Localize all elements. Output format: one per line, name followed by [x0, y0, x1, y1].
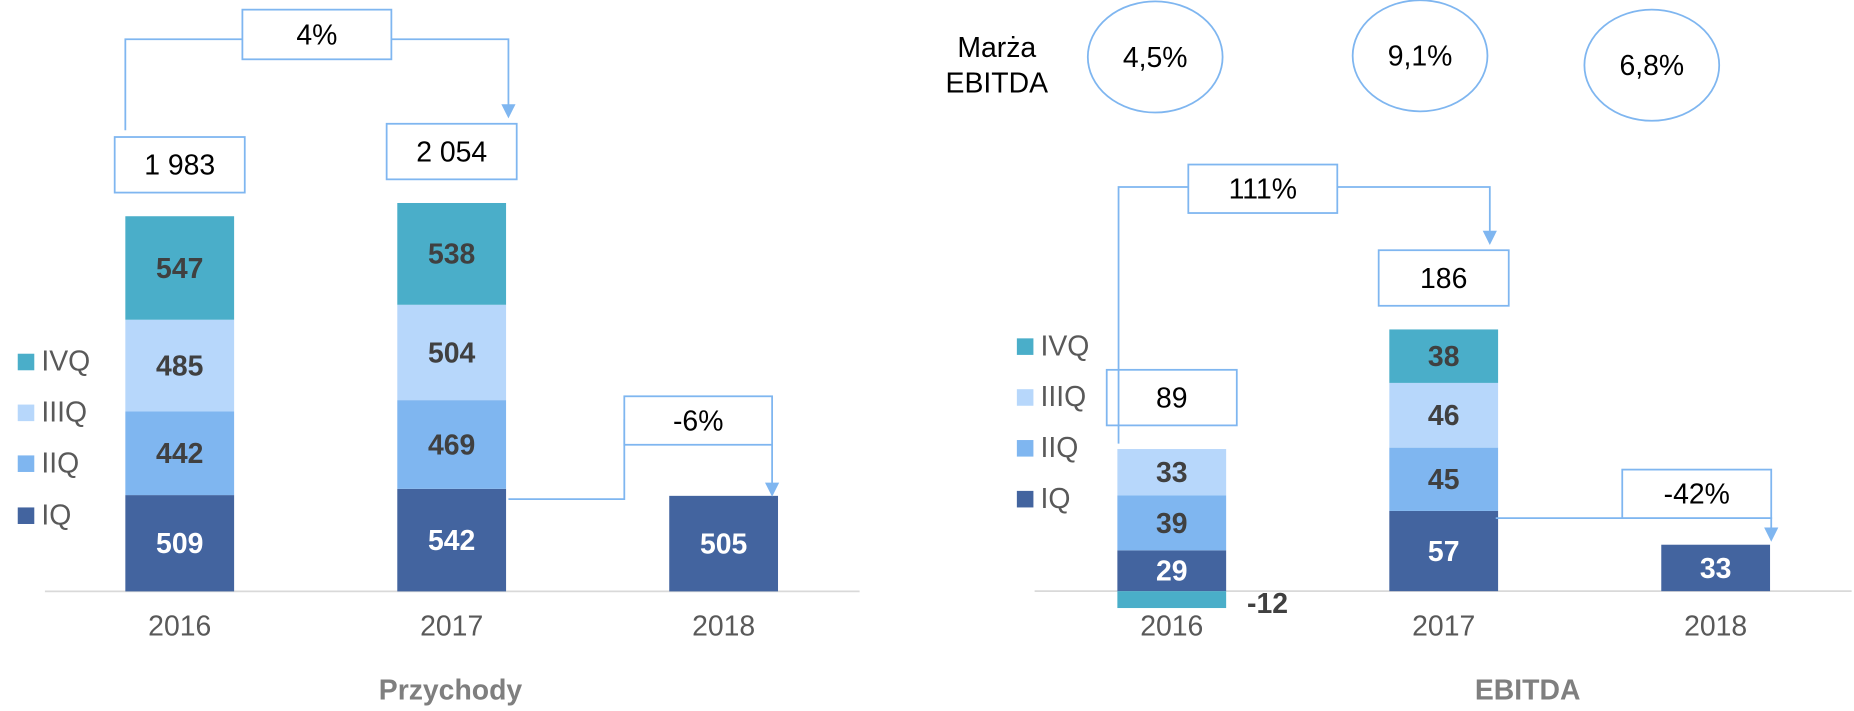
margin-ellipse	[1583, 8, 1721, 122]
growth-arrowhead	[501, 104, 516, 119]
data-label: 33	[1700, 553, 1732, 585]
growth-arrowhead	[765, 482, 780, 497]
growth-box	[1621, 468, 1773, 519]
x-tick-label: 2016	[148, 611, 211, 643]
growth-box	[623, 395, 773, 446]
growth-connector	[1495, 517, 1773, 533]
bar-segment	[397, 202, 507, 305]
data-label: 29	[1156, 556, 1188, 588]
legend-swatch	[17, 404, 35, 422]
data-label: 45	[1428, 464, 1460, 496]
bar-segment	[1117, 550, 1227, 592]
x-tick-label: 2016	[1140, 611, 1203, 643]
x-tick-label: 2017	[420, 611, 483, 643]
bar-segment	[669, 495, 779, 592]
legend-label: IIQ	[41, 447, 79, 479]
data-label: 46	[1428, 400, 1460, 432]
bar-segment	[125, 411, 235, 496]
data-label: 57	[1428, 536, 1460, 568]
legend-label: IIIQ	[41, 397, 87, 429]
x-tick-label: 2017	[1412, 611, 1475, 643]
data-label: 33	[1156, 457, 1188, 489]
data-label: -12	[1247, 588, 1288, 620]
data-label: 509	[156, 528, 203, 560]
legend-label: IQ	[41, 499, 71, 531]
total-box	[1105, 368, 1238, 427]
margin-title: Marża EBITDA	[945, 32, 1049, 100]
bar-segment	[1117, 449, 1227, 496]
legend-swatch	[1016, 440, 1034, 457]
bar-segment	[125, 319, 235, 412]
bar-segment	[1389, 510, 1499, 592]
data-label: 547	[156, 253, 203, 285]
data-label: 504	[428, 337, 476, 369]
bar-segment	[1117, 495, 1227, 551]
total-box	[1377, 249, 1510, 307]
data-label: 39	[1156, 508, 1188, 540]
legend-label: IVQ	[41, 346, 90, 378]
growth-arrowhead	[1764, 527, 1779, 542]
chart-title: EBITDA	[1475, 674, 1581, 706]
legend-label: IIIQ	[1041, 381, 1087, 413]
data-label: 469	[428, 429, 475, 461]
margin-title-box: Marża EBITDA	[945, 32, 1049, 100]
legend-label: IIQ	[1041, 432, 1079, 464]
data-label: 485	[156, 350, 203, 382]
bar-segment	[397, 400, 507, 489]
margin-label: 6,8%	[1619, 50, 1684, 82]
x-tick-label: 2018	[692, 611, 755, 643]
legend-swatch	[1016, 490, 1034, 508]
bar-segment	[1389, 329, 1499, 383]
margin-ellipse	[1351, 0, 1489, 113]
data-label: 38	[1428, 341, 1460, 373]
bar-segment	[1389, 447, 1499, 511]
margin-label: 9,1%	[1388, 41, 1453, 73]
bar-segment	[125, 495, 235, 592]
bar-segment	[397, 304, 507, 401]
x-tick-label: 2018	[1684, 611, 1747, 643]
total-label: 186	[1420, 263, 1467, 295]
data-label: 442	[156, 438, 203, 470]
data-label: 538	[428, 239, 475, 271]
growth-arrowhead	[1482, 230, 1497, 245]
bar-segment	[125, 216, 235, 320]
margin-ellipse	[1086, 0, 1224, 114]
total-label: 2 054	[416, 136, 487, 168]
bar-segment	[1389, 382, 1499, 448]
total-box	[113, 136, 246, 194]
legend-swatch	[1016, 389, 1034, 406]
chart-title: Przychody	[379, 674, 523, 706]
total-label: 89	[1156, 382, 1188, 414]
data-label: 505	[700, 528, 747, 560]
total-box	[385, 122, 518, 181]
bar-segment	[397, 488, 507, 592]
growth-label: -42%	[1664, 479, 1730, 511]
legend-swatch	[17, 455, 35, 472]
legend-swatch	[17, 353, 35, 371]
growth-label: -6%	[673, 405, 723, 437]
legend-label: IQ	[1041, 483, 1071, 515]
legend-label: IVQ	[1041, 330, 1090, 362]
margin-label: 4,5%	[1123, 42, 1188, 74]
data-label: 542	[428, 525, 475, 557]
legend-swatch	[17, 507, 35, 524]
growth-box	[241, 8, 393, 61]
growth-label: 4%	[296, 19, 337, 51]
total-label: 1 983	[144, 150, 215, 182]
bar-segment	[1117, 591, 1227, 609]
growth-label: 111%	[1229, 174, 1297, 206]
growth-box	[1187, 163, 1339, 214]
bar-segment	[1661, 544, 1771, 592]
legend-swatch	[1016, 338, 1034, 355]
